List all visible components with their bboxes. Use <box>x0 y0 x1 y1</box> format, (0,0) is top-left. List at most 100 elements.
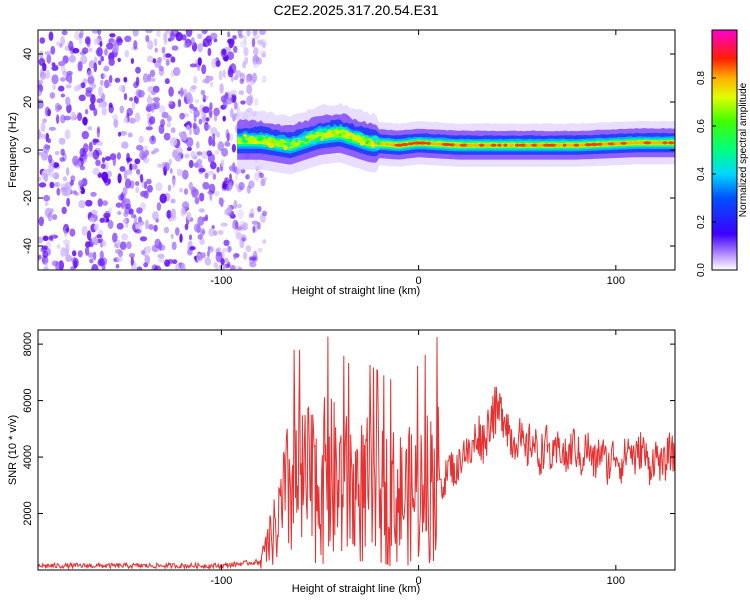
noise-speckle <box>232 224 236 229</box>
noise-speckle <box>190 150 196 159</box>
noise-speckle <box>199 192 205 202</box>
colorbar-label: Normalized spectral amplitude <box>738 82 749 217</box>
noise-speckle <box>97 198 103 207</box>
noise-speckle <box>237 266 242 270</box>
noise-speckle <box>108 75 113 84</box>
noise-speckle <box>152 97 161 102</box>
noise-speckle <box>95 159 101 167</box>
noise-speckle <box>38 254 42 260</box>
noise-speckle <box>48 163 55 173</box>
figure-title: C2E2.2025.317.20.54.E31 <box>273 2 438 18</box>
noise-speckle <box>210 161 217 170</box>
noise-speckle <box>134 229 142 234</box>
noise-speckle <box>141 250 145 255</box>
snr-series-line <box>38 336 675 570</box>
noise-speckle <box>138 135 144 144</box>
noise-speckle <box>144 254 151 265</box>
noise-speckle <box>248 94 254 105</box>
noise-speckle <box>39 50 44 60</box>
noise-speckle <box>214 190 220 197</box>
noise-speckle <box>97 86 104 97</box>
noise-speckle <box>100 163 106 169</box>
noise-speckle <box>233 101 238 110</box>
noise-speckle <box>182 169 189 180</box>
band-core-blob <box>508 143 515 147</box>
snr-y-ticks: 2000 4000 6000 8000 <box>22 332 675 526</box>
noise-speckle <box>197 42 203 53</box>
noise-speckle <box>149 69 156 78</box>
noise-speckle <box>197 33 203 39</box>
noise-speckle <box>70 111 77 121</box>
noise-speckle <box>38 236 44 244</box>
noise-speckle <box>155 182 163 192</box>
noise-speckle <box>52 84 56 91</box>
noise-speckle <box>88 141 93 152</box>
noise-speckle <box>227 261 231 268</box>
noise-speckle <box>212 133 216 142</box>
noise-speckle <box>56 187 61 196</box>
noise-speckle <box>96 47 103 57</box>
noise-speckle <box>157 253 165 259</box>
noise-speckle <box>62 239 71 246</box>
noise-speckle <box>106 42 114 50</box>
noise-speckle <box>196 253 202 263</box>
noise-speckle <box>219 83 224 94</box>
noise-speckle <box>249 256 257 261</box>
noise-speckle <box>94 223 99 232</box>
noise-speckle <box>72 47 80 54</box>
noise-speckle <box>259 215 263 221</box>
noise-speckle <box>159 193 167 204</box>
band-blob <box>335 131 339 135</box>
noise-speckle <box>262 239 267 244</box>
noise-speckle <box>38 131 42 140</box>
noise-speckle <box>171 45 179 51</box>
noise-speckle <box>42 118 47 123</box>
noise-speckle <box>143 157 150 164</box>
snr-y-tick-label-2: 6000 <box>22 388 34 412</box>
noise-speckle <box>196 151 203 156</box>
band-blob <box>242 136 246 141</box>
noise-speckle <box>211 58 218 68</box>
noise-speckle <box>85 36 91 45</box>
noise-speckle <box>169 168 173 174</box>
noise-speckle <box>109 33 116 38</box>
noise-speckle <box>42 266 49 270</box>
noise-speckle <box>84 109 89 115</box>
noise-speckle <box>116 222 124 230</box>
noise-speckle <box>139 150 146 160</box>
noise-speckle <box>51 64 59 71</box>
noise-speckle <box>194 196 200 205</box>
noise-speckle <box>210 127 218 136</box>
noise-speckle <box>158 105 166 114</box>
noise-speckle <box>163 226 169 234</box>
noise-speckle <box>172 177 176 189</box>
noise-speckle <box>77 61 83 72</box>
noise-speckle <box>89 258 94 264</box>
noise-speckle <box>163 38 168 46</box>
snr-panel: -100 0 100 2000 4000 6000 8000 Height of stra… <box>7 329 676 595</box>
noise-speckle <box>202 181 210 190</box>
noise-speckle <box>197 234 203 240</box>
noise-speckle <box>41 245 48 250</box>
noise-speckle <box>204 172 209 179</box>
spectrogram-x-tick-label-0: -100 <box>210 275 232 287</box>
band-core-blob <box>441 142 451 147</box>
noise-speckle <box>220 258 225 266</box>
noise-speckle <box>60 77 66 82</box>
noise-speckle <box>222 181 227 189</box>
band-blob <box>271 137 276 142</box>
noise-speckle <box>197 216 205 226</box>
noise-speckle <box>259 213 266 224</box>
noise-speckle <box>193 109 200 118</box>
noise-speckle <box>214 150 220 155</box>
noise-speckle <box>92 251 97 261</box>
noise-speckle <box>140 202 146 211</box>
snr-x-label: Height of straight line (km) <box>292 583 420 595</box>
band-blob <box>373 137 377 143</box>
noise-speckle <box>129 97 134 102</box>
noise-speckle <box>131 214 137 219</box>
noise-speckle <box>227 31 231 38</box>
noise-speckle <box>224 92 229 100</box>
noise-speckle <box>42 235 49 242</box>
noise-speckle <box>224 142 231 147</box>
